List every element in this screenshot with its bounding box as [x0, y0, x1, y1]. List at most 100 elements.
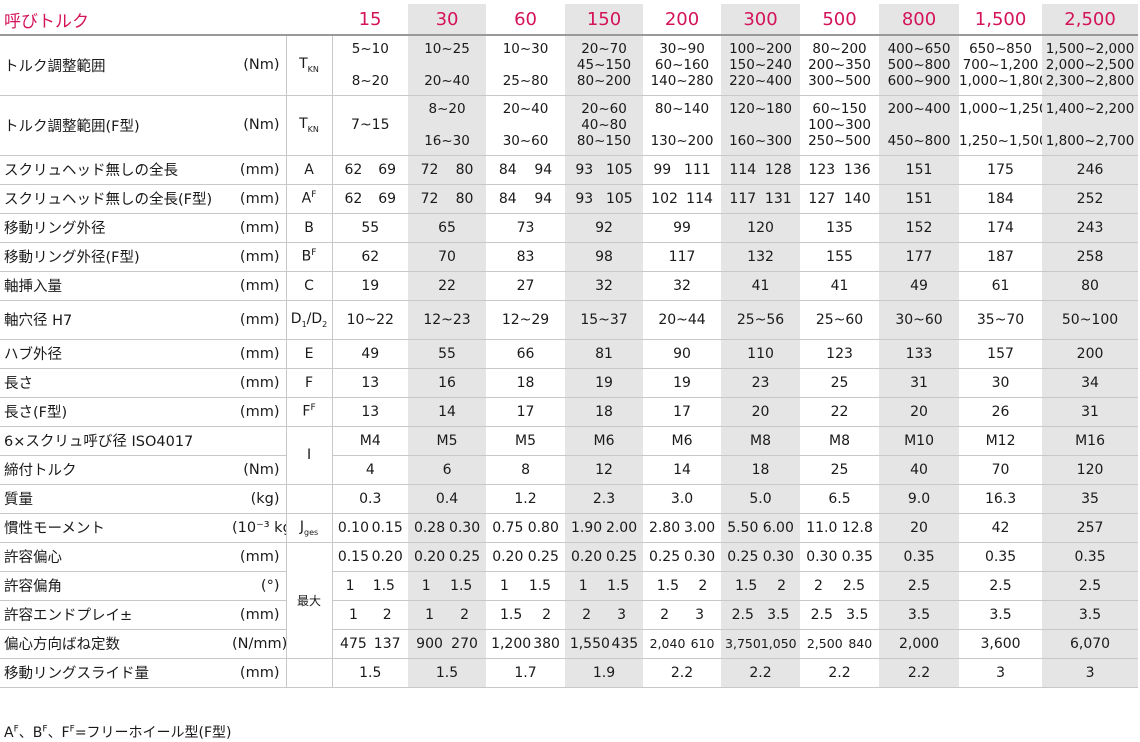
cell: 1 1.5 — [332, 571, 409, 601]
row-unit: (mm) — [232, 184, 286, 214]
cell: 25~60 — [800, 300, 880, 340]
cell: 155 — [800, 242, 880, 272]
cell: 6.5 — [800, 484, 880, 514]
cell: 157 — [959, 339, 1043, 369]
cell: M4 — [332, 426, 409, 456]
cell: 25 — [800, 368, 880, 398]
cell: 114 128 — [721, 155, 801, 185]
cell: 400~650 500~800 600~900 — [879, 35, 960, 96]
row-label: 6×スクリュ呼び径 ISO4017 — [0, 426, 232, 456]
row-unit — [232, 426, 286, 456]
row-unit: (°) — [232, 571, 286, 601]
cell: 151 — [879, 184, 960, 214]
cell: 20 — [879, 513, 960, 543]
cell: 49 — [332, 339, 409, 369]
cell: 93 105 — [565, 184, 644, 214]
cell: 100~200 150~240 220~400 — [721, 35, 801, 96]
cell: 0.15 0.20 — [332, 542, 409, 572]
cell: 30~60 — [879, 300, 960, 340]
cell: 1 1.5 — [565, 571, 644, 601]
cell: 14 — [643, 455, 722, 485]
size-2: 60 — [486, 4, 566, 36]
cell: 19 — [332, 271, 409, 301]
cell: 243 — [1042, 213, 1139, 243]
size-6: 500 — [800, 4, 880, 36]
cell: 70 — [408, 242, 487, 272]
cell: 0.28 0.30 — [408, 513, 487, 543]
cell: 1,400~2,200 1,800~2,700 — [1042, 95, 1139, 156]
row-unit: (mm) — [232, 397, 286, 427]
row-symbol: AF — [285, 184, 333, 214]
cell: 3 — [959, 658, 1043, 688]
cell: 1.5 2 — [721, 571, 801, 601]
cell: 10~30 25~80 — [486, 35, 566, 96]
row-label: トルク調整範囲 — [0, 35, 232, 96]
size-7: 800 — [879, 4, 960, 36]
cell: 10~25 20~40 — [408, 35, 487, 96]
cell: 84 94 — [486, 155, 566, 185]
cell: 5.0 — [721, 484, 801, 514]
cell: 123 — [800, 339, 880, 369]
cell: 15~37 — [565, 300, 644, 340]
cell: 81 — [565, 339, 644, 369]
cell: 12~29 — [486, 300, 566, 340]
row-unit: (Nm) — [232, 455, 286, 485]
table-row: 許容偏心 (mm) 最大 0.15 0.20 0.20 0.25 0.20 0.25 0.20 0.… — [0, 542, 1139, 659]
cell: 2.2 — [721, 658, 801, 688]
cell: 34 — [1042, 368, 1139, 398]
table-row: 軸穴径 H7 (mm) D1/D2 10~22 12~23 12~29 15~37 20~44… — [0, 300, 1139, 340]
cell: 2.5 — [879, 571, 960, 601]
row-unit: (mm) — [232, 542, 286, 572]
cell: 19 — [643, 368, 722, 398]
row-label: 締付トルク — [0, 455, 232, 485]
cell: 900 270 — [408, 629, 487, 659]
cell: M8 — [800, 426, 880, 456]
row-label: 長さ(F型) — [0, 397, 232, 427]
cell: 0.20 0.25 — [408, 542, 487, 572]
cell: 1.5 2 — [643, 571, 722, 601]
cell: 23 — [721, 368, 801, 398]
cell: 26 — [959, 397, 1043, 427]
cell: 12~23 — [408, 300, 487, 340]
cell: M5 — [408, 426, 487, 456]
cell: 30~90 60~160 140~280 — [643, 35, 722, 96]
cell: 72 80 — [408, 155, 487, 185]
row-symbol: FF — [285, 397, 333, 427]
cell: 20 — [721, 397, 801, 427]
row-unit: (mm) — [232, 242, 286, 272]
table-row: 長さ(F型) (mm) FF 13 14 17 18 17 20 22 20 26 31 — [0, 397, 1139, 427]
cell: 35 — [1042, 484, 1139, 514]
table-row: 移動リング外径 (mm) B 55 65 73 92 99 120 135 152 174 243 — [0, 213, 1139, 243]
cell: 2.3 — [565, 484, 644, 514]
cell: 11.0 12.8 — [800, 513, 880, 543]
cell: 2 2.5 — [800, 571, 880, 601]
row-unit: (kg) — [232, 484, 286, 514]
cell: 18 — [721, 455, 801, 485]
row-symbol — [285, 658, 333, 688]
cell: 475 137 — [332, 629, 409, 659]
header-title: 呼びトルク — [0, 4, 333, 36]
cell: 18 — [565, 397, 644, 427]
cell: 0.35 — [879, 542, 960, 572]
cell: 5.50 6.00 — [721, 513, 801, 543]
cell: 90 — [643, 339, 722, 369]
row-label: 長さ — [0, 368, 232, 398]
cell: 110 — [721, 339, 801, 369]
size-0: 15 — [332, 4, 409, 36]
size-9: 2,500 — [1042, 4, 1139, 36]
cell: 80 — [1042, 271, 1139, 301]
cell: 132 — [721, 242, 801, 272]
cell: 2.5 3.5 — [800, 600, 880, 630]
cell: 0.25 0.30 — [721, 542, 801, 572]
row-symbol: D1/D2 — [285, 300, 333, 340]
row-symbol: BF — [285, 242, 333, 272]
row-unit: (10⁻³ kgm²) — [232, 513, 286, 543]
cell: 151 — [879, 155, 960, 185]
cell: 83 — [486, 242, 566, 272]
cell: 13 — [332, 397, 409, 427]
cell: 174 — [959, 213, 1043, 243]
row-unit: (N/mm) — [232, 629, 286, 659]
cell: M5 — [486, 426, 566, 456]
cell: 1,000~1,250 1,250~1,500 — [959, 95, 1043, 156]
row-label: 移動リング外径 — [0, 213, 232, 243]
